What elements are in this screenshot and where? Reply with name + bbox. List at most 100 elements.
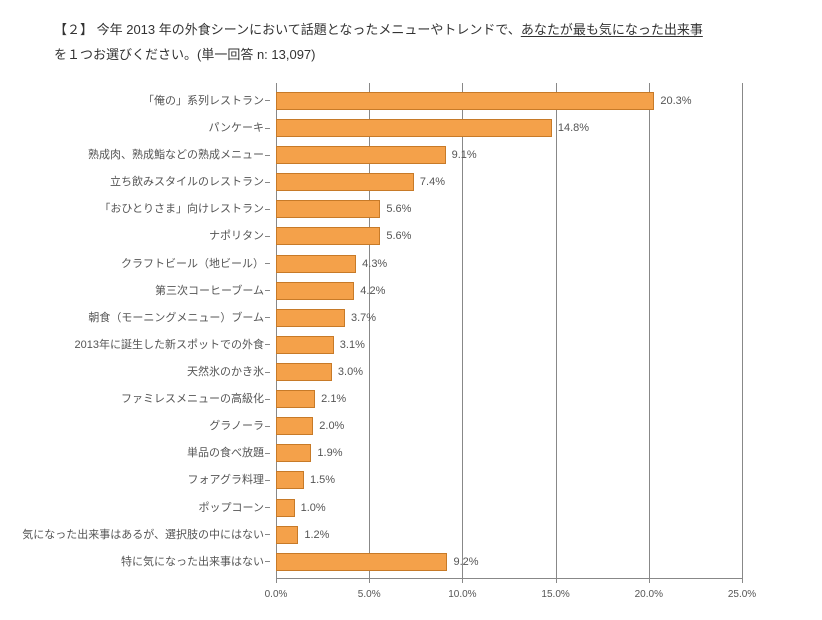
chart-row: ポップコーン 1.0%	[0, 497, 742, 519]
value-label: 2.1%	[321, 393, 346, 405]
chart-row: 第三次コーヒーブーム 4.2%	[0, 280, 742, 302]
category-label: 単品の食べ放題	[0, 447, 276, 459]
category-label: 朝食（モーニングメニュー）ブーム	[0, 312, 276, 324]
value-label: 1.9%	[317, 447, 342, 459]
category-label: 特に気になった出来事はない	[0, 556, 276, 568]
bar	[276, 499, 295, 517]
chart-rows: 「俺の」系列レストラン 20.3% パンケーキ14.8% 熟成肉、熟成鮨などの熟成メニ…	[0, 83, 742, 579]
chart-row: ファミレスメニューの高級化 2.1%	[0, 388, 742, 410]
x-ticklabel: 0.0%	[265, 589, 288, 600]
x-tickmark	[742, 578, 743, 583]
bar	[276, 255, 356, 273]
bar-wrap: 5.6%	[276, 227, 742, 245]
chart-row: 熟成肉、熟成鮨などの熟成メニュー 9.1%	[0, 144, 742, 166]
value-label: 4.3%	[362, 258, 387, 270]
bar	[276, 363, 332, 381]
gridline	[742, 83, 743, 578]
category-label: ナポリタン	[0, 230, 276, 242]
bar-wrap: 1.9%	[276, 444, 742, 462]
bar	[276, 92, 654, 110]
bar-wrap: 2.0%	[276, 417, 742, 435]
value-label: 2.0%	[319, 420, 344, 432]
bar-wrap: 3.1%	[276, 336, 742, 354]
category-label: 「俺の」系列レストラン	[0, 95, 276, 107]
value-label: 14.8%	[558, 122, 589, 134]
bar	[276, 553, 447, 571]
category-label: フォアグラ料理	[0, 474, 276, 486]
chart-row: 単品の食べ放題 1.9%	[0, 442, 742, 464]
category-label: 天然氷のかき氷	[0, 366, 276, 378]
bar	[276, 200, 380, 218]
title-prefix: 【２】 今年 2013 年の外食シーンにおいて話題となったメニューやトレンドで、	[54, 22, 521, 37]
category-label: 2013年に誕生した新スポットでの外食	[0, 339, 276, 351]
value-label: 5.6%	[386, 203, 411, 215]
bar	[276, 227, 380, 245]
value-label: 4.2%	[360, 285, 385, 297]
title-suffix: を１つお選びください。(単一回答 n: 13,097)	[54, 47, 316, 62]
bar-wrap: 5.6%	[276, 200, 742, 218]
bar-wrap: 1.0%	[276, 499, 742, 517]
value-label: 9.2%	[453, 556, 478, 568]
x-ticklabel: 15.0%	[541, 589, 569, 600]
x-ticklabel: 10.0%	[448, 589, 476, 600]
bar	[276, 336, 334, 354]
bar	[276, 309, 345, 327]
bar-wrap: 3.0%	[276, 363, 742, 381]
category-label: ポップコーン	[0, 502, 276, 514]
bar-wrap: 14.8%	[276, 119, 742, 137]
x-ticklabel: 20.0%	[635, 589, 663, 600]
bar-wrap: 4.2%	[276, 282, 742, 300]
value-label: 5.6%	[386, 230, 411, 242]
chart-row: 朝食（モーニングメニュー）ブーム 3.7%	[0, 307, 742, 329]
category-label: クラフトビール（地ビール）	[0, 258, 276, 270]
value-label: 9.1%	[452, 149, 477, 161]
bar	[276, 526, 298, 544]
bar	[276, 119, 552, 137]
bar	[276, 282, 354, 300]
chart-row: 立ち飲みスタイルのレストラン 7.4%	[0, 171, 742, 193]
category-label: 立ち飲みスタイルのレストラン	[0, 176, 276, 188]
bar-wrap: 1.2%	[276, 526, 742, 544]
value-label: 1.2%	[304, 529, 329, 541]
value-label: 1.0%	[301, 502, 326, 514]
value-label: 1.5%	[310, 474, 335, 486]
chart-row: 「おひとりさま」向けレストラン 5.6%	[0, 198, 742, 220]
bar	[276, 146, 446, 164]
bar	[276, 390, 315, 408]
category-label: 熟成肉、熟成鮨などの熟成メニュー	[0, 149, 276, 161]
x-ticklabel: 5.0%	[358, 589, 381, 600]
value-label: 3.7%	[351, 312, 376, 324]
value-label: 7.4%	[420, 176, 445, 188]
category-label: ファミレスメニューの高級化	[0, 393, 276, 405]
chart-row: パンケーキ14.8%	[0, 117, 742, 139]
chart-row: 特に気になった出来事はない 9.2%	[0, 551, 742, 573]
chart-row: 「俺の」系列レストラン 20.3%	[0, 90, 742, 112]
title-underlined: あなたが最も気になった出来事	[521, 22, 703, 37]
chart-row: 天然氷のかき氷 3.0%	[0, 361, 742, 383]
x-ticklabel: 25.0%	[728, 589, 756, 600]
bar-wrap: 4.3%	[276, 255, 742, 273]
bar-wrap: 9.2%	[276, 553, 742, 571]
chart-row: グラノーラ 2.0%	[0, 415, 742, 437]
bar-wrap: 3.7%	[276, 309, 742, 327]
category-label: 第三次コーヒーブーム	[0, 285, 276, 297]
value-label: 20.3%	[660, 95, 691, 107]
bar	[276, 173, 414, 191]
chart-row: ナポリタン 5.6%	[0, 225, 742, 247]
category-label: グラノーラ	[0, 420, 276, 432]
value-label: 3.0%	[338, 366, 363, 378]
category-label: 「おひとりさま」向けレストラン	[0, 203, 276, 215]
bar-wrap: 1.5%	[276, 471, 742, 489]
bar-wrap: 2.1%	[276, 390, 742, 408]
category-label: 気になった出来事はあるが、選択肢の中にはない	[0, 529, 276, 541]
chart-row: 2013年に誕生した新スポットでの外食 3.1%	[0, 334, 742, 356]
value-label: 3.1%	[340, 339, 365, 351]
bar-wrap: 9.1%	[276, 146, 742, 164]
chart-row: フォアグラ料理 1.5%	[0, 469, 742, 491]
chart-row: 気になった出来事はあるが、選択肢の中にはない 1.2%	[0, 524, 742, 546]
bar-wrap: 7.4%	[276, 173, 742, 191]
bar	[276, 444, 311, 462]
bar	[276, 471, 304, 489]
chart-row: クラフトビール（地ビール） 4.3%	[0, 253, 742, 275]
question-title: 【２】 今年 2013 年の外食シーンにおいて話題となったメニューやトレンドで、…	[0, 0, 822, 77]
